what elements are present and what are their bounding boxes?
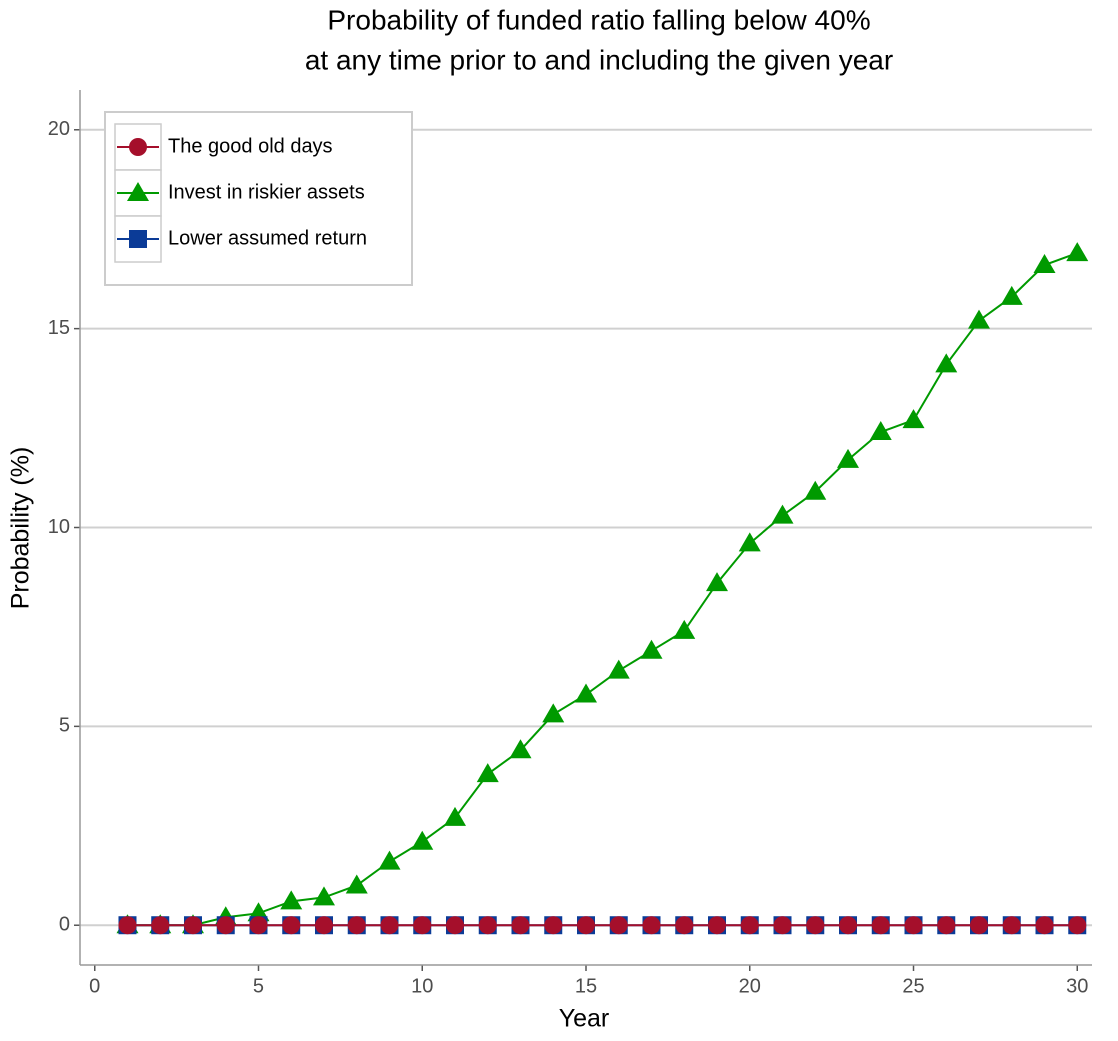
- legend-label: Lower assumed return: [168, 227, 367, 249]
- data-point: [575, 683, 597, 703]
- data-point: [902, 409, 925, 429]
- data-point: [771, 504, 794, 524]
- x-tick-label: 20: [739, 975, 761, 997]
- data-point: [118, 916, 137, 935]
- data-point: [640, 639, 663, 659]
- y-tick-label: 5: [59, 715, 70, 737]
- x-tick-label: 0: [89, 975, 100, 997]
- legend: The good old days Invest in riskier asset…: [104, 111, 413, 286]
- x-axis-label: Year: [559, 1005, 610, 1033]
- data-point: [1002, 916, 1021, 935]
- data-point: [509, 739, 532, 759]
- x-tick-label: 15: [575, 975, 597, 997]
- data-point: [476, 763, 499, 783]
- y-tick-label: 15: [48, 317, 70, 339]
- data-point: [1035, 916, 1054, 935]
- data-point: [673, 619, 696, 639]
- data-point: [675, 916, 694, 935]
- data-point: [280, 890, 303, 910]
- series-line: [127, 252, 1078, 927]
- legend-label: The good old days: [168, 135, 333, 157]
- data-point: [314, 916, 333, 935]
- data-point: [478, 916, 497, 935]
- data-point: [904, 916, 923, 935]
- legend-marker: [129, 138, 147, 156]
- chart-title: at any time prior to and including the g…: [305, 44, 893, 75]
- data-point: [151, 916, 170, 935]
- legend-marker: [129, 230, 147, 248]
- data-point: [1066, 242, 1089, 262]
- data-point: [544, 916, 563, 935]
- data-point: [740, 916, 759, 935]
- data-point: [804, 480, 827, 500]
- data-point: [312, 886, 335, 906]
- data-point: [345, 874, 368, 894]
- data-point: [183, 916, 202, 935]
- y-tick-label: 10: [48, 516, 70, 538]
- x-tick-label: 25: [902, 975, 924, 997]
- data-point: [445, 916, 464, 935]
- x-tick-label: 10: [411, 975, 433, 997]
- data-point: [282, 916, 301, 935]
- legend-label: Invest in riskier assets: [168, 181, 365, 203]
- data-point: [937, 916, 956, 935]
- data-point: [577, 916, 595, 935]
- data-point: [970, 916, 989, 935]
- data-point: [935, 353, 958, 373]
- data-point: [1033, 254, 1056, 273]
- data-point: [411, 830, 434, 850]
- data-point: [609, 916, 628, 935]
- data-point: [869, 421, 892, 441]
- y-axis-label: Probability (%): [7, 447, 35, 610]
- data-point: [806, 916, 825, 935]
- data-point: [968, 309, 991, 329]
- data-point: [706, 572, 729, 592]
- legend-marker: [127, 182, 149, 201]
- data-point: [511, 916, 530, 935]
- data-point: [708, 916, 727, 935]
- data-point: [1000, 285, 1023, 305]
- data-point: [1068, 916, 1087, 935]
- data-point: [216, 916, 235, 935]
- chart-title: Probability of funded ratio falling belo…: [327, 4, 870, 35]
- data-point: [413, 916, 432, 935]
- data-point: [380, 916, 399, 935]
- data-point: [871, 916, 890, 935]
- data-point: [347, 916, 366, 935]
- data-point: [607, 659, 630, 679]
- data-point: [837, 448, 860, 468]
- data-point: [542, 703, 565, 723]
- x-tick-label: 5: [253, 975, 264, 997]
- data-point: [839, 916, 858, 935]
- data-point: [378, 850, 401, 870]
- data-point: [738, 532, 761, 552]
- data-point: [773, 916, 792, 935]
- y-tick-label: 0: [59, 914, 70, 936]
- data-point: [443, 806, 466, 826]
- x-tick-label: 30: [1066, 975, 1088, 997]
- y-tick-label: 20: [48, 118, 70, 140]
- data-point: [642, 916, 661, 935]
- data-point: [249, 916, 268, 935]
